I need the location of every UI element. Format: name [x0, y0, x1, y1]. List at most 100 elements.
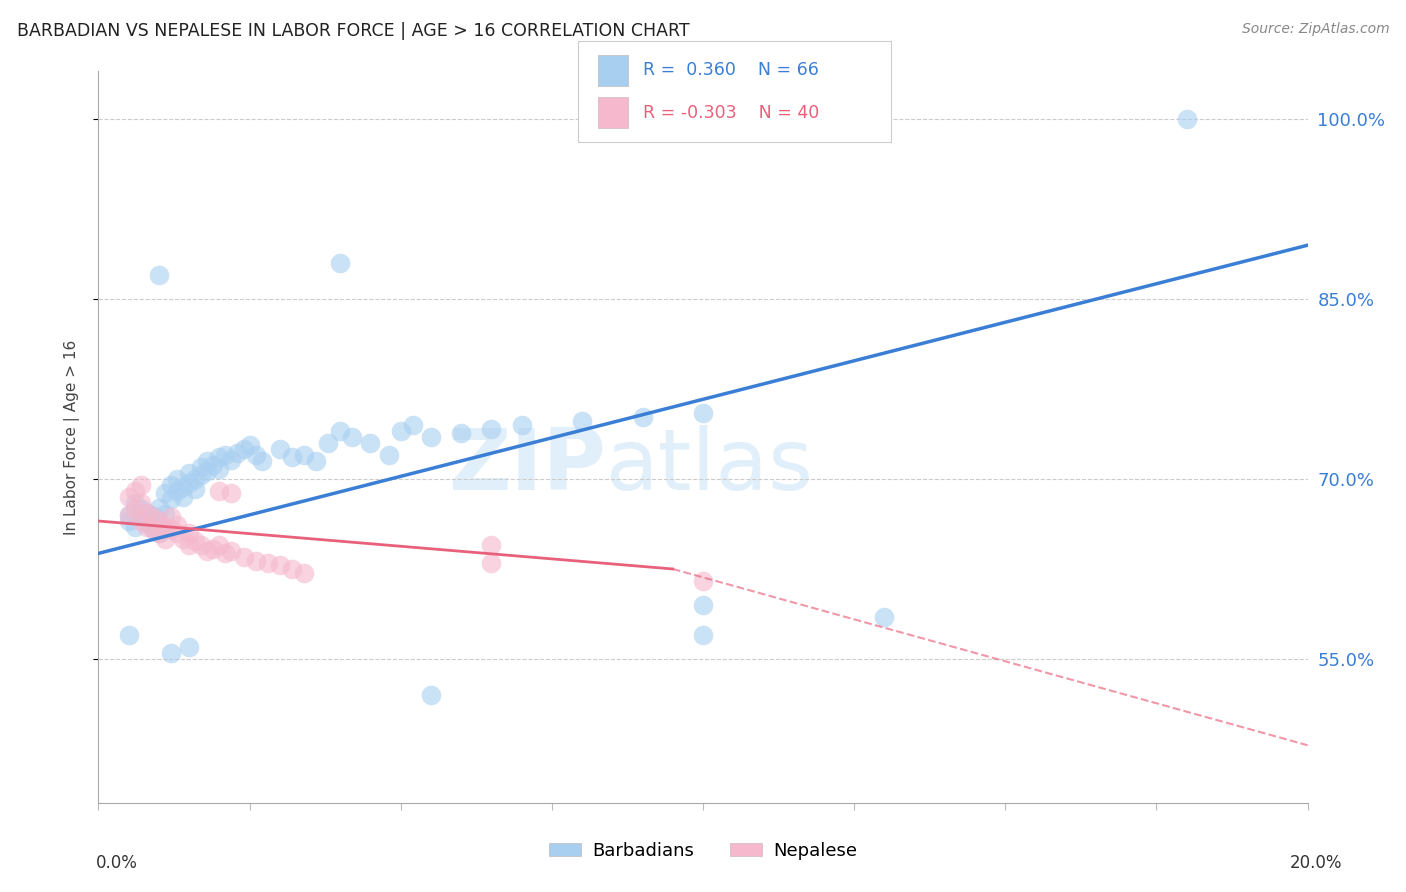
Point — [135, 506, 157, 520]
Point — [329, 256, 352, 270]
Point — [195, 454, 218, 468]
Point — [179, 475, 201, 490]
Point — [142, 509, 165, 524]
Point — [142, 523, 165, 537]
Point — [208, 450, 231, 465]
Point — [172, 490, 194, 504]
Point — [195, 544, 218, 558]
Point — [292, 448, 315, 462]
Point — [269, 558, 291, 573]
Point — [160, 646, 183, 660]
Point — [179, 466, 201, 480]
Point — [692, 598, 714, 612]
Point — [571, 415, 593, 429]
Point — [135, 506, 157, 520]
Text: BARBADIAN VS NEPALESE IN LABOR FORCE | AGE > 16 CORRELATION CHART: BARBADIAN VS NEPALESE IN LABOR FORCE | A… — [17, 22, 689, 40]
Point — [129, 478, 152, 492]
Text: 20.0%: 20.0% — [1291, 855, 1343, 872]
Point — [153, 520, 176, 534]
Point — [510, 418, 533, 433]
Point — [214, 448, 236, 462]
Point — [172, 532, 194, 546]
Point — [148, 517, 170, 532]
Point — [124, 502, 146, 516]
Point — [142, 510, 165, 524]
Point — [148, 500, 170, 515]
Point — [129, 514, 152, 528]
Text: R =  0.360    N = 66: R = 0.360 N = 66 — [643, 62, 818, 79]
Point — [305, 454, 328, 468]
Point — [692, 406, 714, 420]
Point — [135, 516, 157, 531]
Text: Source: ZipAtlas.com: Source: ZipAtlas.com — [1241, 22, 1389, 37]
Point — [160, 523, 183, 537]
Point — [377, 448, 399, 462]
Point — [135, 520, 157, 534]
Y-axis label: In Labor Force | Age > 16: In Labor Force | Age > 16 — [65, 340, 80, 534]
Point — [179, 526, 201, 541]
Point — [179, 538, 201, 552]
Point — [481, 538, 503, 552]
Point — [342, 430, 364, 444]
Point — [129, 502, 152, 516]
Point — [420, 688, 443, 702]
Point — [124, 496, 146, 510]
Text: ZIP: ZIP — [449, 425, 606, 508]
Point — [202, 541, 225, 556]
Point — [281, 450, 304, 465]
Point — [245, 553, 267, 567]
Point — [389, 424, 412, 438]
Point — [148, 526, 170, 541]
Point — [190, 468, 212, 483]
Point — [329, 424, 352, 438]
Point — [481, 422, 503, 436]
Point — [118, 508, 141, 522]
Point — [166, 526, 188, 541]
Point — [221, 486, 243, 500]
Point — [124, 520, 146, 534]
Point — [481, 556, 503, 570]
Point — [692, 574, 714, 588]
Point — [142, 523, 165, 537]
Point — [153, 486, 176, 500]
Point — [420, 430, 443, 444]
Point — [118, 508, 141, 522]
Point — [153, 507, 176, 521]
Point — [269, 442, 291, 456]
Point — [873, 610, 896, 624]
Text: 0.0%: 0.0% — [96, 855, 138, 872]
Legend: Barbadians, Nepalese: Barbadians, Nepalese — [541, 835, 865, 867]
Text: R = -0.303    N = 40: R = -0.303 N = 40 — [643, 103, 818, 121]
Point — [184, 472, 207, 486]
Point — [232, 442, 254, 456]
Point — [1175, 112, 1198, 127]
Text: atlas: atlas — [606, 425, 814, 508]
Point — [166, 472, 188, 486]
Point — [221, 453, 243, 467]
Point — [195, 464, 218, 478]
Point — [148, 268, 170, 283]
Point — [184, 482, 207, 496]
Point — [245, 448, 267, 462]
Point — [179, 640, 201, 654]
Point — [631, 409, 654, 424]
Point — [118, 490, 141, 504]
Point — [153, 532, 176, 546]
Point — [184, 534, 207, 549]
Point — [166, 517, 188, 532]
Point — [166, 483, 188, 498]
Point — [360, 436, 382, 450]
Point — [692, 628, 714, 642]
Point — [250, 454, 273, 468]
Point — [118, 628, 141, 642]
Point — [208, 462, 231, 476]
Point — [202, 458, 225, 472]
Point — [208, 538, 231, 552]
Point — [148, 514, 170, 528]
Point — [281, 562, 304, 576]
Point — [232, 549, 254, 564]
Point — [190, 538, 212, 552]
Point — [292, 566, 315, 580]
Point — [172, 480, 194, 494]
Point — [316, 436, 339, 450]
